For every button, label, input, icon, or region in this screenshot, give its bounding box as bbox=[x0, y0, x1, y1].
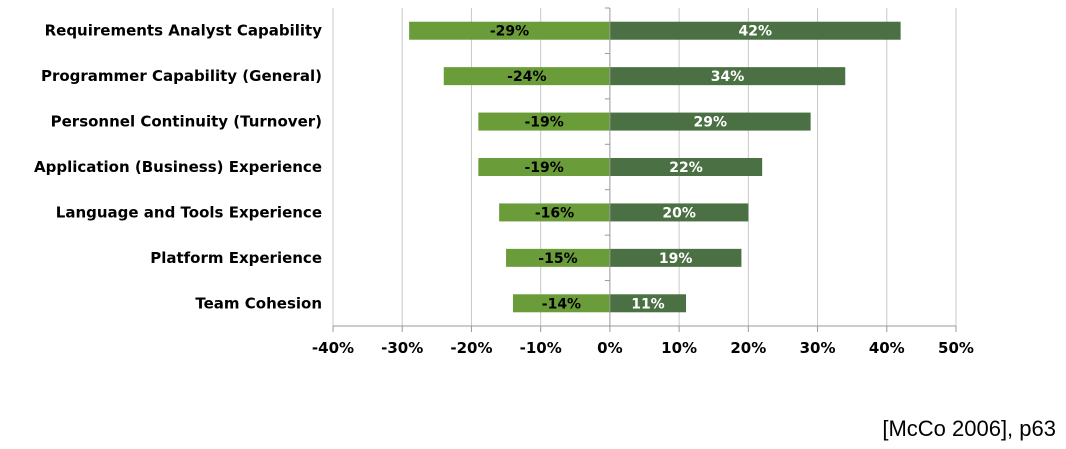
data-label: 19% bbox=[659, 251, 693, 267]
data-label: 22% bbox=[669, 160, 703, 176]
category-label: Platform Experience bbox=[150, 249, 322, 267]
category-label: Personnel Continuity (Turnover) bbox=[51, 113, 322, 131]
positive-bar bbox=[609, 112, 811, 131]
x-tick-label: 0% bbox=[597, 339, 622, 357]
x-tick-label: 20% bbox=[730, 339, 766, 357]
x-tick-label: 10% bbox=[661, 339, 697, 357]
x-tick-label: 40% bbox=[869, 339, 905, 357]
negative-bar bbox=[512, 294, 610, 313]
positive-bar bbox=[609, 294, 687, 313]
negative-bar bbox=[478, 158, 610, 176]
category-label: Language and Tools Experience bbox=[56, 203, 322, 221]
positive-bar bbox=[609, 67, 846, 86]
positive-bar bbox=[609, 203, 749, 222]
negative-bar bbox=[409, 21, 610, 40]
data-label: -24% bbox=[507, 69, 546, 85]
x-tick-label: -10% bbox=[520, 339, 562, 357]
positive-bar bbox=[609, 21, 901, 40]
negative-bar bbox=[478, 112, 610, 131]
x-tick-label: 30% bbox=[800, 339, 836, 357]
category-label: Team Cohesion bbox=[195, 294, 322, 312]
tornado-chart: -40% -30% -20% -10% 0% 10% 20% 30% 40% 50% Require… bbox=[34, 7, 974, 357]
data-label: 11% bbox=[631, 296, 665, 312]
data-label: 34% bbox=[711, 69, 745, 85]
category-label: Programmer Capability (General) bbox=[41, 67, 322, 85]
x-tick-label: -30% bbox=[381, 339, 423, 357]
negative-bar bbox=[443, 67, 610, 86]
data-label: -29% bbox=[490, 24, 529, 40]
data-label: -19% bbox=[524, 115, 563, 131]
category-label: Application (Business) Experience bbox=[34, 158, 322, 176]
x-tick-label: 50% bbox=[938, 339, 974, 357]
negative-bar bbox=[499, 203, 610, 222]
data-label: -16% bbox=[535, 205, 574, 221]
data-label: 29% bbox=[694, 115, 728, 131]
positive-bar bbox=[609, 248, 742, 267]
x-tick-label: -20% bbox=[450, 339, 492, 357]
data-label: -19% bbox=[524, 160, 563, 176]
category-label: Requirements Analyst Capability bbox=[45, 22, 323, 40]
positive-bar bbox=[609, 158, 763, 176]
data-label: -14% bbox=[542, 296, 581, 312]
data-label: 42% bbox=[738, 24, 772, 40]
data-label: -15% bbox=[538, 251, 577, 267]
negative-bar bbox=[506, 248, 610, 267]
x-tick-label: -40% bbox=[312, 339, 354, 357]
source-citation: [McCo 2006], p63 bbox=[882, 416, 1056, 441]
data-label: 20% bbox=[662, 205, 696, 221]
